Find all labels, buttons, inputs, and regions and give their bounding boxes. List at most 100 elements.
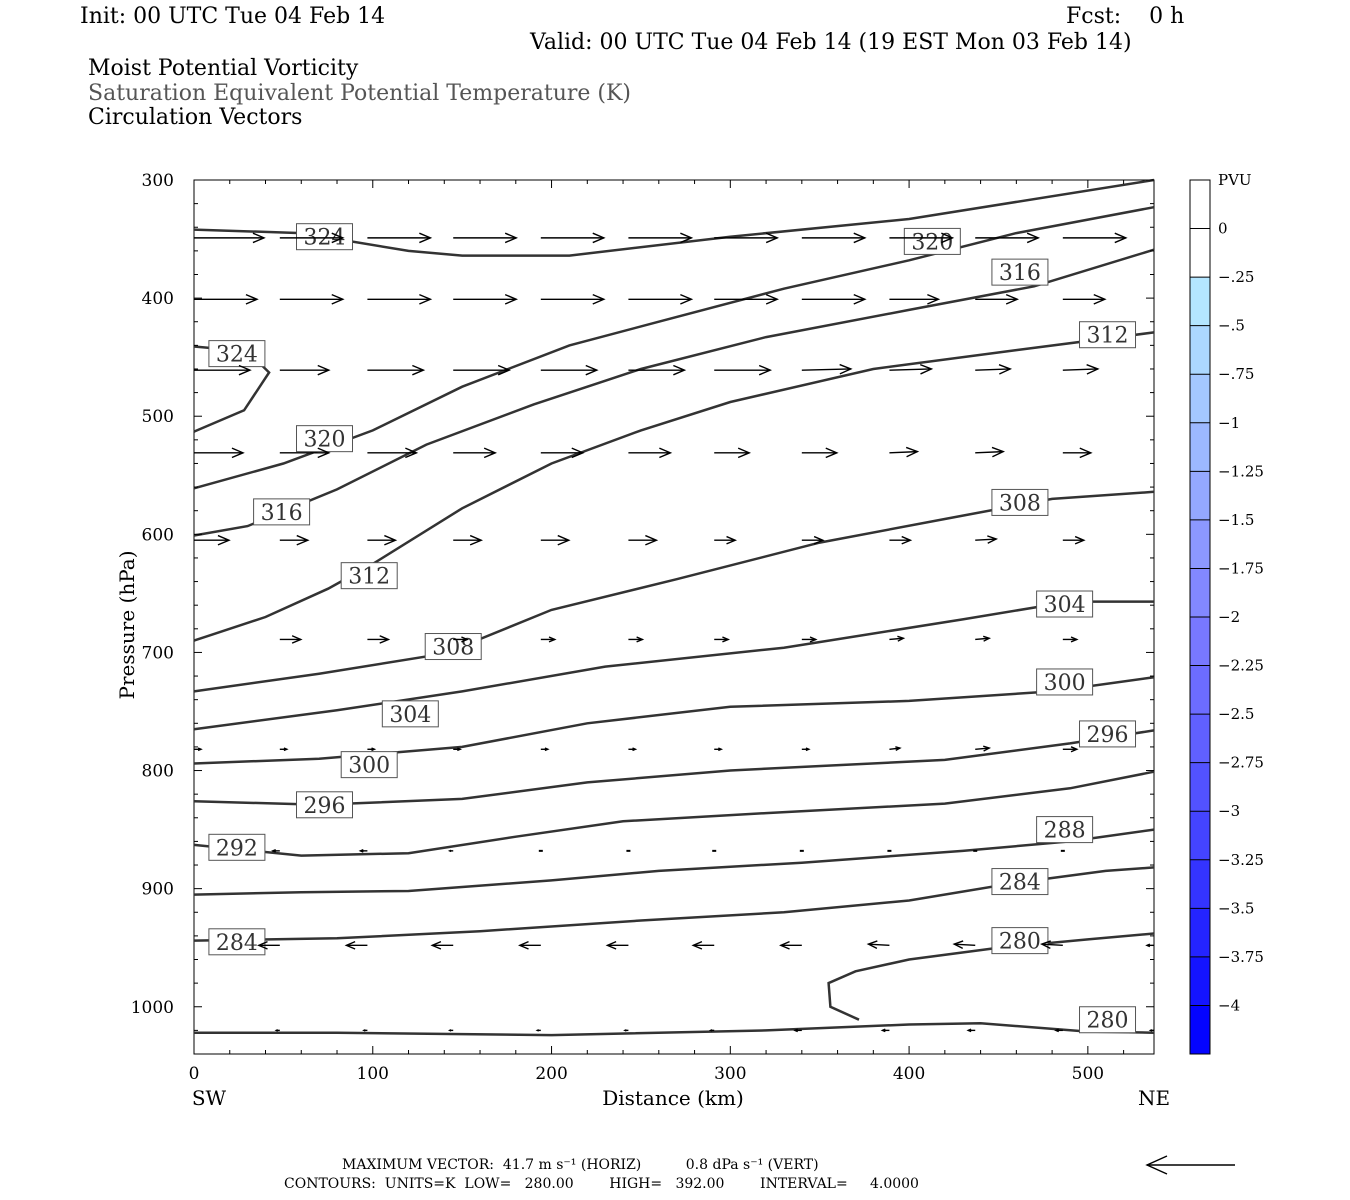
vector-head xyxy=(805,747,811,752)
contour-label-box xyxy=(296,425,354,453)
colorbar-label: −1.5 xyxy=(1218,511,1254,529)
circulation-vector xyxy=(623,1029,629,1032)
circulation-vector xyxy=(367,534,398,546)
circulation-vector xyxy=(628,364,687,376)
circulation-vector xyxy=(453,447,498,459)
circulation-vector xyxy=(1145,943,1154,948)
colorbar-label: −2.75 xyxy=(1218,754,1264,772)
y-tick-label: 500 xyxy=(142,407,174,427)
circulation-vector xyxy=(691,941,715,950)
vector-head xyxy=(726,535,738,545)
init-time: Init: 00 UTC Tue 04 Feb 14 xyxy=(80,4,386,29)
colorbar-swatch xyxy=(1190,325,1210,375)
contour-info: CONTOURS: UNITS=K LOW= 280.00 HIGH= 392.… xyxy=(284,1176,919,1192)
circulation-vector xyxy=(1062,293,1107,305)
circulation-vector xyxy=(367,747,377,752)
vector-head xyxy=(504,232,519,244)
circulation-vector xyxy=(194,364,252,376)
colorbar-title: PVU xyxy=(1218,171,1252,189)
contour-label: 280 xyxy=(1087,1009,1129,1034)
circulation-vector xyxy=(793,1028,802,1033)
vector-head xyxy=(901,535,913,545)
vector-head xyxy=(680,293,694,305)
vector-head xyxy=(1145,943,1151,948)
vector-head xyxy=(1054,1028,1060,1033)
vector-head xyxy=(430,941,442,950)
vector-head xyxy=(905,446,920,458)
contour-label: 292 xyxy=(216,836,258,861)
max-vector-note: MAXIMUM VECTOR: 41.7 m s⁻¹ (HORIZ) 0.8 d… xyxy=(342,1157,819,1173)
vector-head xyxy=(419,232,433,244)
colorbar-swatch xyxy=(1190,374,1210,423)
vector-head xyxy=(469,534,484,546)
circulation-vector xyxy=(889,232,955,244)
circulation-vector xyxy=(889,746,902,752)
vector-head xyxy=(518,941,529,950)
contour-label-box xyxy=(253,498,311,526)
circulation-vector xyxy=(367,232,433,244)
contour-label-box xyxy=(1036,816,1094,844)
vector-head xyxy=(853,232,867,244)
circulation-vector xyxy=(279,747,289,752)
circulation-vector xyxy=(628,232,694,244)
title-theta-es: Saturation Equivalent Potential Temperat… xyxy=(88,81,631,106)
vector-head xyxy=(927,293,941,305)
vector-head xyxy=(557,534,571,546)
vector-head xyxy=(1114,232,1128,244)
contour-label: 300 xyxy=(1044,671,1086,696)
circulation-vector xyxy=(453,232,519,244)
contour-line-292 xyxy=(193,770,1155,857)
circulation-vector xyxy=(801,535,825,545)
vector-layer xyxy=(194,232,1154,1033)
circulation-vector xyxy=(279,232,345,244)
colorbar-label: −.25 xyxy=(1218,268,1254,286)
circulation-vector xyxy=(279,364,331,376)
vector-head xyxy=(919,363,934,375)
contour-label: 320 xyxy=(304,428,346,453)
colorbar-swatch xyxy=(1190,277,1210,326)
vector-head xyxy=(1070,636,1079,643)
circulation-vector xyxy=(1062,636,1079,643)
colorbar-swatch xyxy=(1190,811,1210,860)
circulation-vector xyxy=(1062,746,1079,753)
vector-head xyxy=(691,941,703,950)
x-tick-label: 300 xyxy=(714,1064,746,1084)
axes-layer: 300 400 500 600 700 800 900 1000 0 100 200 300 400 50… xyxy=(115,171,1170,1110)
vector-head xyxy=(966,1028,972,1033)
circulation-vector xyxy=(279,447,331,459)
contour-label: 288 xyxy=(1044,819,1086,844)
vector-shaft xyxy=(801,368,851,371)
vector-head xyxy=(548,636,557,643)
vector-head xyxy=(1040,940,1051,949)
circulation-vector xyxy=(367,364,426,376)
circulation-vector xyxy=(518,941,541,950)
vector-head xyxy=(483,447,498,459)
vector-head xyxy=(897,635,906,642)
contour-label-box xyxy=(340,751,398,779)
colorbar-label: −.5 xyxy=(1218,317,1245,335)
vector-head xyxy=(982,745,992,752)
circulation-vector xyxy=(889,535,913,545)
x-tick-label: 400 xyxy=(893,1064,925,1084)
vector-shaft xyxy=(889,368,932,371)
vector-shaft xyxy=(975,747,990,750)
vector-head xyxy=(412,364,426,376)
reference-arrow-head xyxy=(1145,1155,1168,1175)
contour-label-box xyxy=(208,833,266,861)
contour-label: 300 xyxy=(348,754,390,779)
vector-head xyxy=(592,293,606,305)
vector-shaft xyxy=(1041,943,1063,947)
contour-label: 296 xyxy=(304,794,346,819)
vector-head xyxy=(623,1029,627,1032)
contour-layer: 3243243203203163163123123083083043043003… xyxy=(193,178,1155,1037)
vector-head xyxy=(238,364,252,376)
title-vectors: Circulation Vectors xyxy=(88,105,303,130)
y-tick-label: 1000 xyxy=(131,998,174,1018)
colorbar-swatch xyxy=(1190,908,1210,957)
circulation-vector xyxy=(540,636,557,643)
contour-label: 320 xyxy=(911,230,953,255)
colorbar-label: −3.5 xyxy=(1218,899,1254,917)
vector-head xyxy=(765,293,780,305)
circulation-vector xyxy=(628,534,659,546)
